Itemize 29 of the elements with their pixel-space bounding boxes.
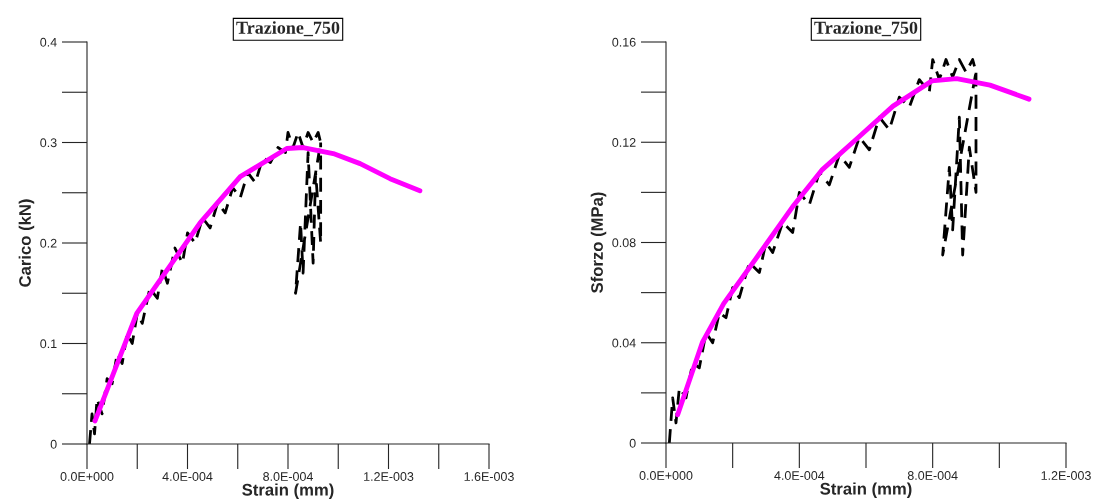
y-tick-label: 0 xyxy=(50,439,57,449)
x-tick-label: 0.0E+000 xyxy=(639,471,693,480)
x-tick-label: 4.0E-004 xyxy=(774,471,825,480)
y-tick-label: 0.08 xyxy=(612,238,636,248)
y-tick-label: 0.3 xyxy=(40,138,57,148)
y-tick-label: 0.16 xyxy=(612,37,636,47)
line-series xyxy=(88,131,323,444)
y-tick-label: 0.1 xyxy=(40,339,57,349)
y-tick-label: 0.2 xyxy=(40,238,57,248)
x-tick-label: 8.0E-004 xyxy=(263,472,313,481)
y-tick-label: 0.4 xyxy=(40,37,57,47)
y-tick-label: 0.12 xyxy=(612,138,636,147)
x-axis-title: Strain (mm) xyxy=(820,482,912,498)
chart-title: Trazione_750 xyxy=(236,21,340,37)
y-axis-title: Carico (kN) xyxy=(18,199,35,287)
x-axis-title: Strain (mm) xyxy=(242,483,334,499)
x-tick-label: 8.0E-004 xyxy=(907,471,958,480)
x-tick-label: 1.2E-003 xyxy=(1041,471,1091,480)
x-tick-label: 0.0E+000 xyxy=(60,472,114,481)
x-tick-label: 1.2E-003 xyxy=(364,472,414,481)
y-axis-title: Sforzo (MPa) xyxy=(590,192,607,293)
line-series xyxy=(92,145,423,424)
line-series xyxy=(667,58,978,443)
y-tick-label: 0 xyxy=(629,438,636,448)
y-tick-label: 0.04 xyxy=(612,338,636,348)
chart-title: Trazione_750 xyxy=(814,21,918,37)
x-tick-label: 1.6E-003 xyxy=(464,472,514,481)
x-tick-label: 4.0E-004 xyxy=(162,472,213,481)
line-series xyxy=(675,76,1032,418)
